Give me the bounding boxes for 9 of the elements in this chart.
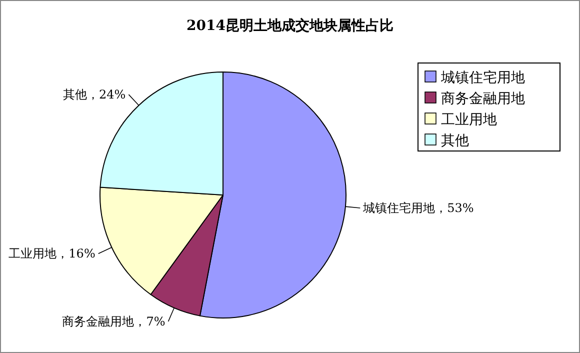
legend-label: 商务金融用地 bbox=[441, 91, 525, 107]
legend-label: 工业用地 bbox=[441, 112, 497, 128]
legend-label: 城镇住宅用地 bbox=[440, 70, 525, 86]
chart-title: 2014昆明土地成交地块属性占比 bbox=[186, 17, 394, 34]
data-label: 城镇住宅用地，53% bbox=[362, 200, 474, 215]
data-label: 商务金融用地，7% bbox=[62, 314, 166, 328]
legend-label: 其他 bbox=[441, 133, 469, 149]
data-label: 工业用地，16% bbox=[8, 246, 96, 261]
data-label: 其他，24% bbox=[63, 88, 126, 102]
